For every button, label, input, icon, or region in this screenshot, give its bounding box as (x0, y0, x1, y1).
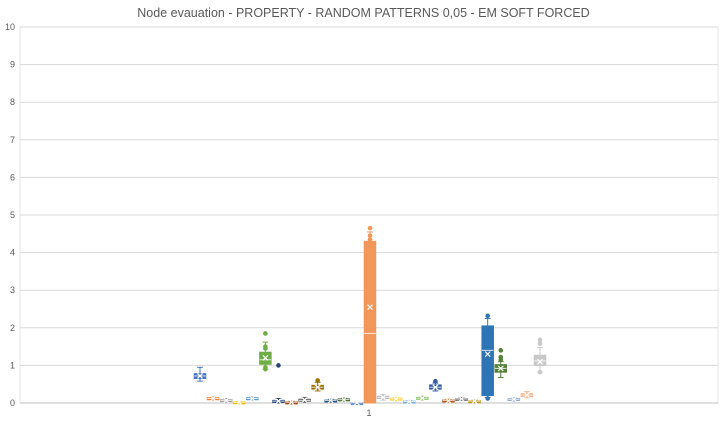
mean-marker (275, 398, 282, 405)
y-tick-label: 2 (10, 323, 15, 333)
outlier-point (498, 348, 504, 353)
y-tick-label: 5 (10, 210, 15, 220)
box-series-13 (350, 399, 364, 406)
box-series-25 (507, 396, 521, 403)
outlier-point (433, 378, 438, 384)
box-series-21 (455, 395, 468, 402)
outlier-point (315, 378, 320, 383)
outlier-point (367, 225, 373, 231)
mean-marker (497, 365, 504, 372)
mean-marker (380, 394, 387, 401)
y-tick-label: 6 (10, 172, 15, 182)
box (481, 325, 494, 396)
outlier-point (537, 341, 543, 346)
x-tick-label: 1 (366, 408, 371, 418)
box-series-23 (481, 313, 494, 401)
mean-marker (367, 304, 373, 311)
mean-marker (314, 384, 321, 391)
mean-marker (471, 398, 478, 405)
box-series-4 (232, 399, 246, 406)
mean-marker (419, 395, 426, 402)
box-series-6 (259, 331, 272, 372)
mean-marker (445, 397, 452, 404)
mean-marker (523, 392, 530, 399)
y-tick-label: 7 (10, 135, 15, 145)
box-series-27 (533, 337, 547, 375)
outlier-point (263, 346, 268, 351)
y-tick-label: 9 (10, 60, 15, 70)
outlier-point (276, 363, 281, 368)
box-series-22 (468, 398, 481, 405)
mean-marker (327, 397, 334, 404)
mean-marker (484, 351, 491, 358)
box-series-17 (402, 398, 416, 405)
outlier-point (263, 331, 268, 336)
mean-marker (458, 395, 465, 402)
mean-marker (353, 399, 360, 406)
y-tick-label: 1 (10, 360, 15, 370)
outlier-point (263, 366, 268, 372)
outlier-point (537, 369, 543, 375)
mean-marker (537, 358, 543, 365)
box (363, 240, 377, 404)
mean-marker (197, 373, 203, 379)
mean-marker (406, 398, 413, 405)
box-series-12 (337, 396, 351, 403)
box-series-14 (363, 225, 377, 404)
mean-marker (301, 397, 308, 403)
y-tick-label: 8 (10, 97, 15, 107)
box-series-19 (429, 378, 442, 392)
box-series-2 (206, 395, 220, 402)
mean-marker (210, 395, 217, 402)
mean-marker (262, 354, 269, 361)
box-series-24 (494, 348, 508, 378)
mean-marker (510, 396, 517, 403)
mean-marker (249, 395, 256, 402)
outlier-point (485, 396, 490, 401)
box-series-9 (298, 396, 311, 403)
mean-marker (288, 399, 295, 406)
outlier-point (498, 357, 504, 363)
box-series-10 (311, 378, 324, 392)
mean-marker (340, 396, 347, 403)
mean-marker (223, 397, 230, 404)
box-series-18 (416, 395, 429, 402)
box-series-20 (442, 397, 455, 404)
y-tick-label: 0 (10, 398, 15, 408)
box (533, 354, 547, 366)
mean-marker (432, 384, 439, 391)
box-series-8 (285, 399, 298, 406)
outlier-point (367, 233, 373, 238)
mean-marker (393, 395, 400, 402)
outlier-point (537, 337, 543, 343)
box-series-15 (376, 394, 390, 401)
y-tick-label: 4 (10, 248, 15, 258)
box-series-26 (520, 391, 534, 399)
y-tick-label: 10 (5, 22, 15, 32)
mean-marker (236, 399, 243, 406)
chart-title: Node evauation - PROPERTY - RANDOM PATTE… (137, 6, 590, 20)
y-tick-label: 3 (10, 285, 15, 295)
outlier-point (485, 313, 490, 319)
box-series-16 (389, 395, 403, 402)
box-series-7 (272, 363, 285, 405)
box-series-5 (246, 395, 259, 402)
box-series-3 (219, 397, 233, 404)
box-series-11 (324, 397, 338, 404)
outlier-point (367, 237, 373, 242)
box-series-1 (193, 366, 207, 382)
